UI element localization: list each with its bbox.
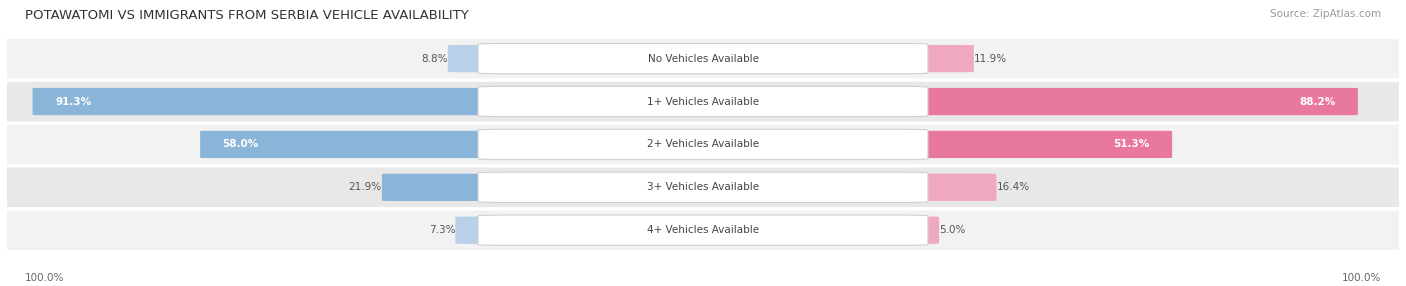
FancyBboxPatch shape xyxy=(32,88,515,115)
Text: 11.9%: 11.9% xyxy=(974,54,1007,63)
Text: 16.4%: 16.4% xyxy=(997,182,1029,192)
Text: 51.3%: 51.3% xyxy=(1114,140,1150,149)
Text: 100.0%: 100.0% xyxy=(1341,273,1381,283)
FancyBboxPatch shape xyxy=(382,174,515,201)
Text: 58.0%: 58.0% xyxy=(222,140,259,149)
Text: 21.9%: 21.9% xyxy=(349,182,382,192)
Text: 8.8%: 8.8% xyxy=(422,54,447,63)
FancyBboxPatch shape xyxy=(7,39,1399,78)
FancyBboxPatch shape xyxy=(478,129,928,160)
FancyBboxPatch shape xyxy=(891,45,974,72)
FancyBboxPatch shape xyxy=(7,210,1399,250)
FancyBboxPatch shape xyxy=(7,125,1399,164)
FancyBboxPatch shape xyxy=(478,172,928,202)
Text: 1+ Vehicles Available: 1+ Vehicles Available xyxy=(647,97,759,106)
Text: POTAWATOMI VS IMMIGRANTS FROM SERBIA VEHICLE AVAILABILITY: POTAWATOMI VS IMMIGRANTS FROM SERBIA VEH… xyxy=(25,9,470,21)
FancyBboxPatch shape xyxy=(456,217,515,244)
FancyBboxPatch shape xyxy=(891,217,939,244)
Text: 91.3%: 91.3% xyxy=(55,97,91,106)
Text: 5.0%: 5.0% xyxy=(939,225,966,235)
Text: 88.2%: 88.2% xyxy=(1299,97,1336,106)
Text: 7.3%: 7.3% xyxy=(429,225,456,235)
Text: 4+ Vehicles Available: 4+ Vehicles Available xyxy=(647,225,759,235)
FancyBboxPatch shape xyxy=(891,174,997,201)
Text: 2+ Vehicles Available: 2+ Vehicles Available xyxy=(647,140,759,149)
FancyBboxPatch shape xyxy=(891,131,1173,158)
Text: Source: ZipAtlas.com: Source: ZipAtlas.com xyxy=(1270,9,1381,19)
FancyBboxPatch shape xyxy=(7,82,1399,121)
FancyBboxPatch shape xyxy=(891,88,1358,115)
Text: No Vehicles Available: No Vehicles Available xyxy=(648,54,758,63)
Text: 3+ Vehicles Available: 3+ Vehicles Available xyxy=(647,182,759,192)
FancyBboxPatch shape xyxy=(7,168,1399,207)
FancyBboxPatch shape xyxy=(200,131,515,158)
FancyBboxPatch shape xyxy=(478,215,928,245)
FancyBboxPatch shape xyxy=(478,86,928,117)
FancyBboxPatch shape xyxy=(447,45,515,72)
FancyBboxPatch shape xyxy=(478,43,928,74)
Text: 100.0%: 100.0% xyxy=(25,273,65,283)
